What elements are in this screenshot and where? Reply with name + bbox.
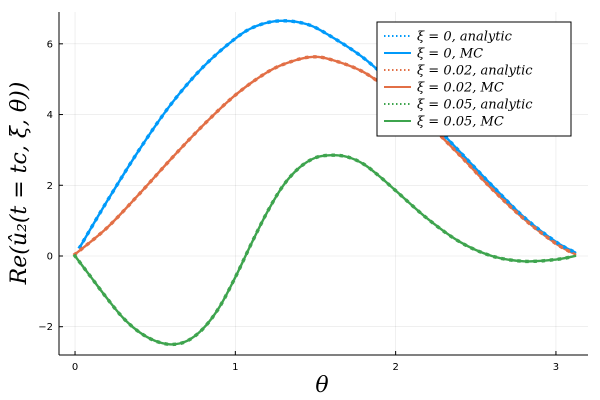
legend-label-2: ξ = 0.02, analytic — [417, 64, 533, 79]
y-tick-label: 2 — [47, 181, 53, 192]
legend-box — [376, 21, 572, 137]
y-tick-label: 0 — [47, 251, 53, 262]
legend-label-5: ξ = 0.05, MC — [417, 115, 504, 130]
axes: 0 1 2 3 −2 0 2 4 6 — [38, 12, 588, 373]
plot-series — [72, 19, 578, 347]
x-tick-label: 0 — [72, 362, 78, 373]
y-tick-label: −2 — [38, 322, 53, 333]
series-line-1 — [78, 19, 577, 254]
y-tick-label: 4 — [47, 110, 53, 121]
y-axis-label: Re(û₂(t = tc, ξ, θ)) — [7, 82, 32, 286]
legend-label-3: ξ = 0.02, MC — [417, 81, 504, 96]
y-tick-label: 6 — [47, 39, 53, 50]
x-tick-label: 1 — [232, 362, 238, 373]
legend: ξ = 0, analytic ξ = 0, MC ξ = 0.02, analyt… — [376, 21, 572, 137]
series-line-2 — [72, 55, 578, 257]
x-axis-label: θ — [315, 373, 328, 398]
legend-label-4: ξ = 0.05, analytic — [417, 98, 533, 113]
x-tick-label: 2 — [392, 362, 398, 373]
legend-label-1: ξ = 0, MC — [417, 47, 483, 62]
series-line-4 — [72, 153, 578, 347]
legend-label-0: ξ = 0, analytic — [417, 30, 513, 45]
x-tick-label: 3 — [553, 362, 559, 373]
